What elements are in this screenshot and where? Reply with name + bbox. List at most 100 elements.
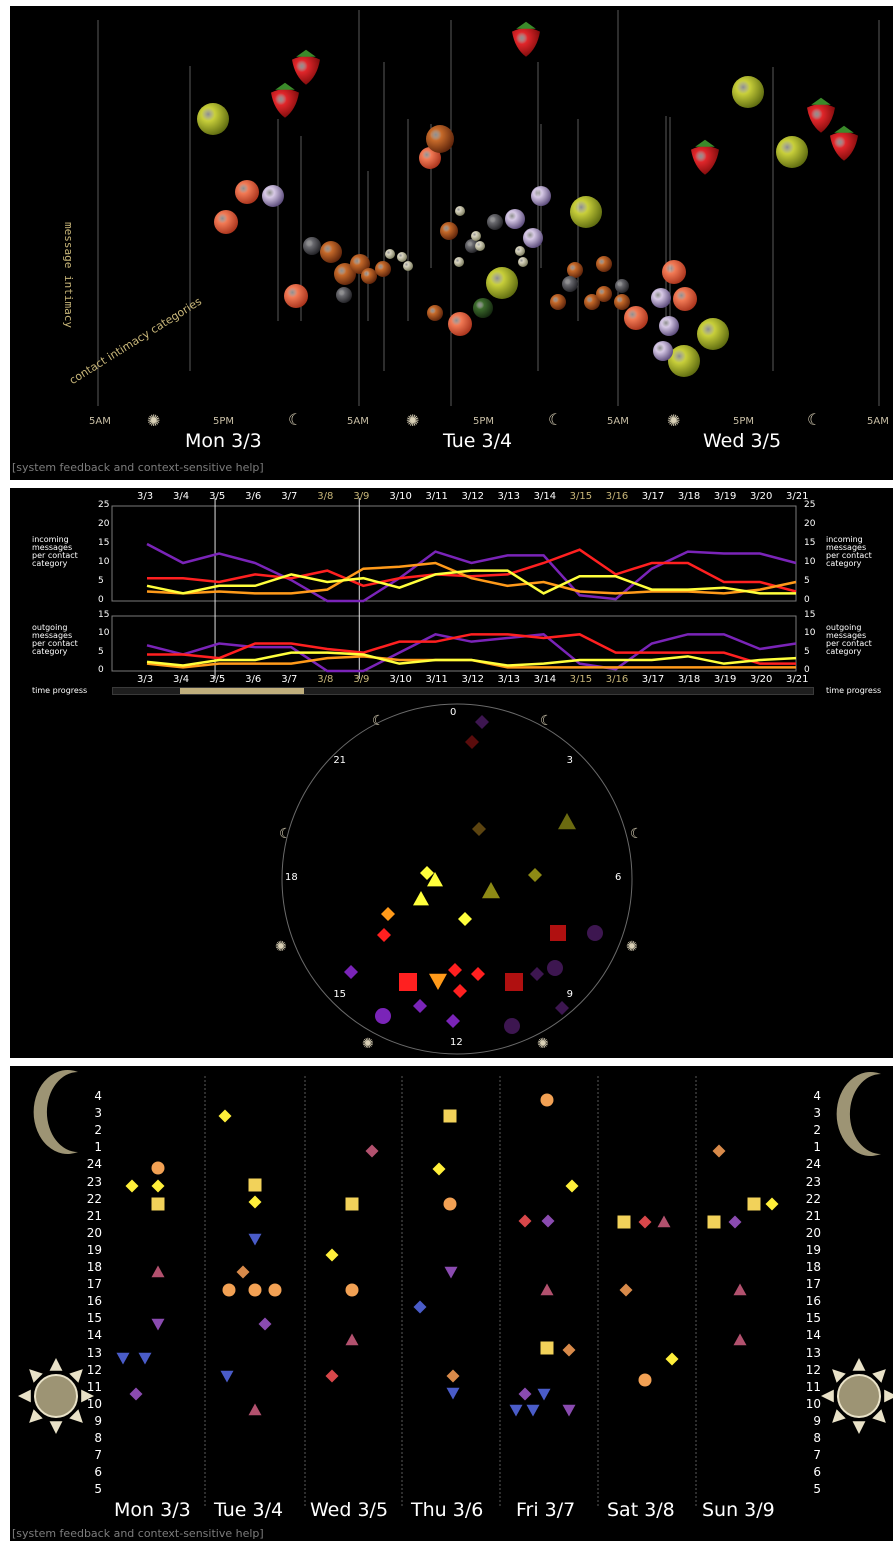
strawberry-leaf-icon bbox=[811, 97, 831, 105]
hour-label-left: 12 bbox=[86, 1362, 102, 1377]
hour-label-right: 18 bbox=[805, 1260, 821, 1274]
strawberry-icon bbox=[830, 132, 858, 161]
date-label-bottom: 3/19 bbox=[713, 674, 737, 685]
moon-icon: ☾ bbox=[540, 713, 553, 729]
onion-icon bbox=[651, 288, 671, 308]
strawberry-icon bbox=[691, 146, 719, 175]
message-charts-panel: 3/3 3/4 3/5 3/6 3/7 3/8 3/9 3/10 3/11 3/12 3/13 3/1… bbox=[10, 488, 893, 1058]
incoming-tick-left: 15 bbox=[98, 538, 110, 548]
weekly-grid-canvas[interactable] bbox=[10, 1066, 893, 1541]
hour-label-right: 17 bbox=[805, 1277, 821, 1292]
day-label: Sun 3/9 bbox=[702, 1499, 775, 1521]
clock-hour-label: 12 bbox=[450, 1037, 463, 1048]
outgoing-tick-right: 15 bbox=[804, 610, 816, 620]
peach-icon bbox=[673, 287, 697, 311]
triangle-marker bbox=[733, 1333, 747, 1346]
time-tick-5pm-3: 5PM bbox=[733, 416, 755, 427]
day-label: Thu 3/6 bbox=[411, 1499, 484, 1521]
circle-marker bbox=[504, 1018, 520, 1034]
message-intimacy-axis-label: message intimacy bbox=[62, 222, 75, 328]
fruit-timeline-canvas[interactable] bbox=[10, 6, 893, 480]
sun-ray bbox=[49, 1421, 63, 1434]
moon-icon: ☾ bbox=[288, 410, 303, 429]
orange-series-line bbox=[146, 561, 797, 595]
date-label-top: 3/20 bbox=[749, 491, 773, 502]
pear-icon bbox=[361, 268, 377, 284]
sun-icon: ✺ bbox=[275, 939, 287, 955]
diamond-marker bbox=[151, 1179, 165, 1193]
hour-label-left: 14 bbox=[86, 1328, 102, 1343]
hour-label-right: 24 bbox=[805, 1157, 821, 1172]
time-progress-handle[interactable] bbox=[180, 688, 304, 694]
triangle-marker bbox=[427, 872, 443, 887]
sprout-icon bbox=[455, 206, 465, 216]
hour-label-left: 18 bbox=[86, 1260, 102, 1274]
onion-icon bbox=[653, 341, 673, 361]
date-label-top: 3/16 bbox=[605, 491, 629, 502]
hour-label-right: 20 bbox=[805, 1225, 821, 1240]
apple-icon bbox=[570, 196, 602, 228]
hour-label-right: 10 bbox=[805, 1396, 821, 1411]
date-label-bottom: 3/6 bbox=[245, 674, 262, 685]
peach-icon bbox=[419, 147, 441, 169]
sun-ray bbox=[832, 1409, 846, 1423]
sun-ray bbox=[29, 1369, 43, 1383]
moon-icon: ☾ bbox=[630, 826, 643, 842]
time-progress-track[interactable] bbox=[112, 687, 814, 695]
date-label-bottom: 3/18 bbox=[677, 674, 701, 685]
date-label-top: 3/14 bbox=[533, 491, 557, 502]
date-label-top: 3/10 bbox=[389, 491, 412, 502]
time-tick-5pm-1: 5PM bbox=[213, 416, 235, 427]
pear-icon bbox=[427, 305, 443, 321]
moon-icon: ☾ bbox=[279, 826, 292, 842]
moon-icon bbox=[33, 1070, 78, 1154]
sun-ray bbox=[69, 1409, 83, 1423]
square-marker bbox=[151, 1197, 165, 1211]
message-chart-canvas[interactable] bbox=[10, 488, 893, 1058]
incoming-tick-right: 20 bbox=[804, 519, 816, 529]
sprout-icon bbox=[518, 257, 528, 267]
onion-icon bbox=[531, 186, 551, 206]
outgoing-label-right: outgoing messages per contact category bbox=[826, 623, 872, 656]
diamond-marker bbox=[555, 1001, 569, 1015]
sun-icon bbox=[18, 1358, 94, 1434]
diamond-marker bbox=[413, 999, 427, 1013]
diamond-marker bbox=[413, 1300, 427, 1314]
diamond-marker bbox=[453, 984, 467, 998]
purple-series-line bbox=[146, 633, 797, 673]
triangle-down-marker bbox=[220, 1370, 234, 1383]
circle-marker bbox=[587, 925, 603, 941]
sun-ray bbox=[821, 1389, 834, 1403]
incoming-tick-right: 15 bbox=[804, 538, 816, 548]
date-label-top: 3/9 bbox=[353, 491, 370, 502]
strawberry-leaf-icon bbox=[275, 82, 295, 90]
diamond-marker bbox=[446, 1369, 460, 1383]
hour-label-right: 14 bbox=[805, 1328, 821, 1343]
hour-label-right: 21 bbox=[805, 1208, 821, 1223]
incoming-tick-right: 0 bbox=[804, 595, 810, 605]
hour-label-left: 20 bbox=[86, 1225, 102, 1240]
sun-ray bbox=[69, 1369, 83, 1383]
outgoing-label-left: outgoing messages per contact category bbox=[32, 623, 78, 656]
triangle-down-marker bbox=[429, 973, 447, 990]
diamond-marker bbox=[258, 1317, 272, 1331]
circle-marker bbox=[375, 1008, 391, 1024]
diamond-marker bbox=[530, 967, 544, 981]
incoming-tick-left: 5 bbox=[98, 576, 104, 586]
hour-label-left: 24 bbox=[86, 1157, 102, 1172]
diamond-marker bbox=[377, 928, 391, 942]
incoming-chart-frame bbox=[111, 505, 797, 602]
triangle-down-marker bbox=[444, 1266, 458, 1279]
date-label-bottom: 3/13 bbox=[497, 674, 521, 685]
strawberry-leaf-icon bbox=[695, 139, 715, 147]
triangle-marker bbox=[540, 1283, 554, 1296]
sprout-icon bbox=[397, 252, 407, 262]
onion-icon bbox=[659, 316, 679, 336]
day-label: Sat 3/8 bbox=[607, 1499, 675, 1521]
sun-ray bbox=[884, 1389, 893, 1403]
pear-icon bbox=[440, 222, 458, 240]
onion-icon bbox=[505, 209, 525, 229]
triangle-marker bbox=[657, 1215, 671, 1228]
yellow-series-line bbox=[146, 651, 797, 667]
diamond-marker bbox=[541, 1214, 555, 1228]
